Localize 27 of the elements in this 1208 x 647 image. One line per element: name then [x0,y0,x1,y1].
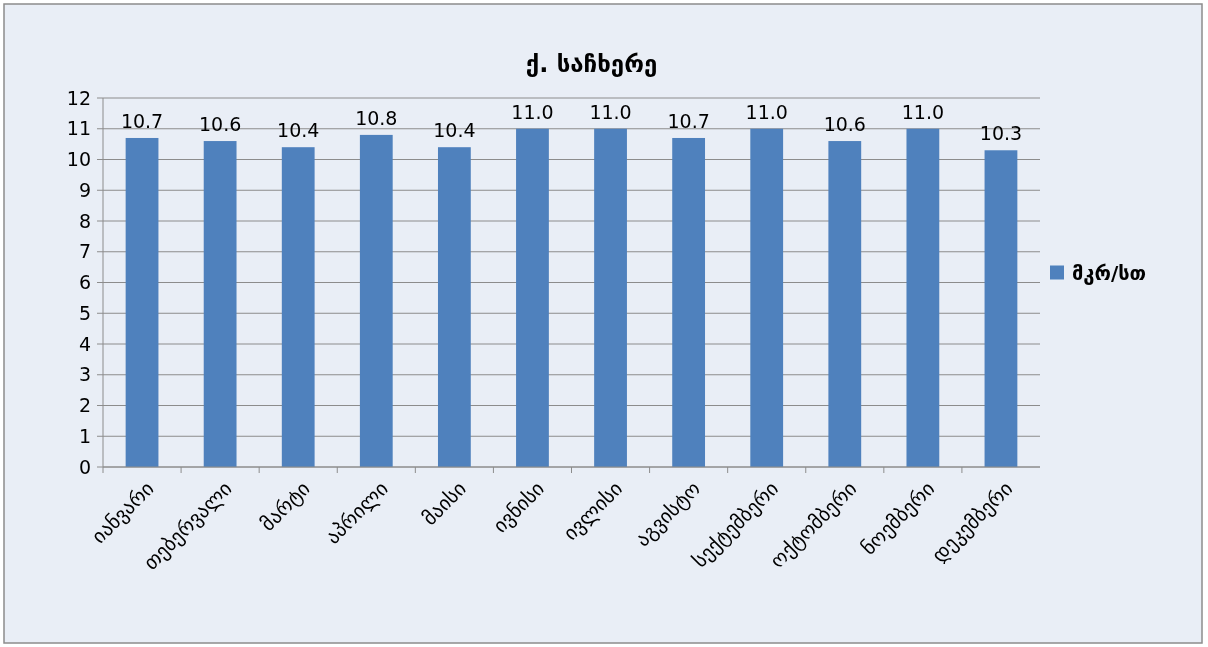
data-label: 10.6 [198,113,242,136]
y-tick-label: 11 [66,117,91,140]
data-label: 10.7 [120,109,164,132]
y-tick-label: 12 [66,86,91,109]
y-tick-label: 2 [78,394,91,417]
y-tick-label: 3 [78,363,91,386]
data-label: 10.7 [667,109,710,132]
data-label: 11.0 [745,100,788,123]
y-tick-label: 1 [78,424,91,447]
y-tick-label: 6 [78,271,91,294]
data-label: 11.0 [901,100,945,123]
y-tick-label: 4 [78,332,91,355]
y-tick-label: 5 [78,301,91,324]
data-label: 10.3 [979,122,1023,145]
data-label: 10.4 [433,119,476,142]
y-tick-label: 10 [66,148,91,171]
y-tick-label: 7 [78,240,91,263]
y-tick-label: 9 [78,178,91,201]
legend-label: მკრ/სთ [1072,260,1147,285]
data-label: 10.8 [355,106,398,129]
data-label: 11.0 [589,100,632,123]
data-label: 10.4 [277,119,320,142]
data-label: 11.0 [511,100,554,123]
chart-title: ქ. საჩხერე [525,50,658,78]
y-tick-label: 0 [78,455,91,478]
data-label: 10.6 [823,113,866,136]
y-tick-label: 8 [78,209,91,232]
